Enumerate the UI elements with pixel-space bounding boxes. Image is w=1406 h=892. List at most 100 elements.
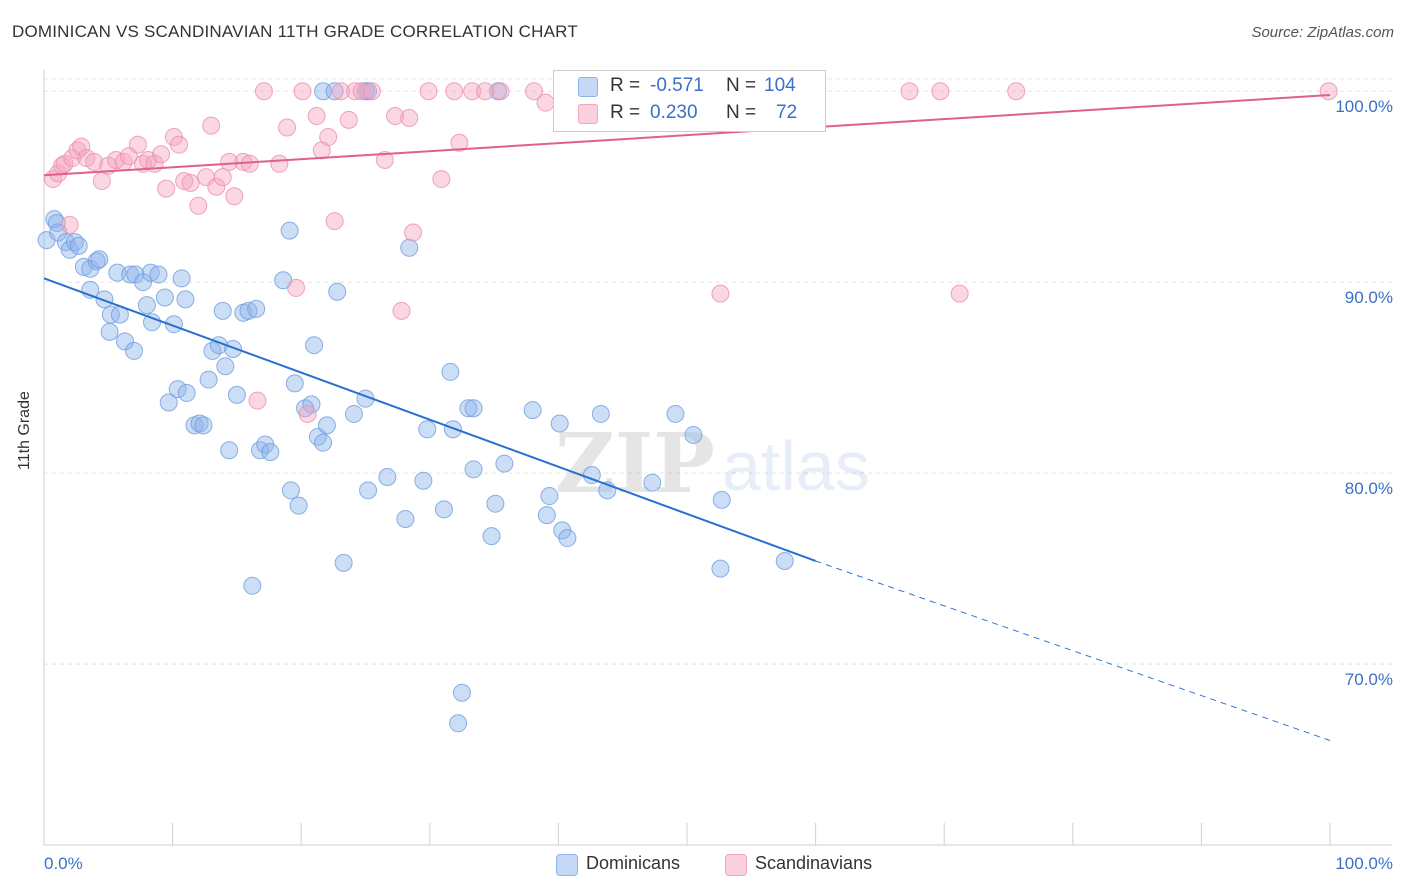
point-scandinavians bbox=[293, 82, 312, 101]
point-scandinavians bbox=[931, 82, 950, 101]
point-scandinavians bbox=[152, 145, 171, 164]
point-scandinavians bbox=[375, 150, 394, 169]
point-dominicans bbox=[359, 481, 378, 500]
point-dominicans bbox=[464, 460, 483, 479]
point-dominicans bbox=[261, 443, 280, 462]
point-dominicans bbox=[666, 404, 685, 423]
point-scandinavians bbox=[287, 278, 306, 297]
point-scandinavians bbox=[445, 82, 464, 101]
point-scandinavians bbox=[339, 110, 358, 129]
stats-swatch-scandinavians bbox=[578, 104, 598, 124]
point-dominicans bbox=[280, 221, 299, 240]
point-dominicans bbox=[495, 454, 514, 473]
stats-box: R = -0.571 N = 104 R = 0.230 N = 72 bbox=[553, 70, 826, 132]
r-label: R = bbox=[610, 102, 641, 123]
legend-swatch-dominicans bbox=[556, 854, 578, 876]
n-value: 72 bbox=[776, 102, 798, 123]
point-scandinavians bbox=[85, 152, 104, 171]
point-dominicans bbox=[69, 236, 88, 255]
point-scandinavians bbox=[392, 301, 411, 320]
point-scandinavians bbox=[278, 118, 297, 137]
point-dominicans bbox=[449, 714, 468, 733]
stats-swatch-dominicans bbox=[578, 77, 598, 97]
trend-line-scandinavians bbox=[43, 94, 1331, 177]
point-scandinavians bbox=[202, 116, 221, 135]
point-scandinavians bbox=[711, 284, 730, 303]
point-dominicans bbox=[550, 414, 569, 433]
r-label: R = bbox=[610, 75, 641, 96]
point-scandinavians bbox=[240, 154, 259, 173]
point-scandinavians bbox=[170, 135, 189, 154]
point-dominicans bbox=[334, 553, 353, 572]
point-dominicans bbox=[344, 404, 363, 423]
point-dominicans bbox=[540, 487, 559, 506]
point-dominicans bbox=[159, 393, 178, 412]
point-dominicans bbox=[126, 265, 145, 284]
point-dominicans bbox=[285, 374, 304, 393]
n-value: 104 bbox=[764, 75, 796, 96]
point-dominicans bbox=[281, 481, 300, 500]
point-dominicans bbox=[359, 82, 378, 101]
point-dominicans bbox=[143, 313, 162, 332]
point-dominicans bbox=[591, 404, 610, 423]
point-scandinavians bbox=[181, 173, 200, 192]
point-scandinavians bbox=[207, 177, 226, 196]
point-dominicans bbox=[239, 301, 258, 320]
point-scandinavians bbox=[254, 82, 273, 101]
x-tick-label: 100.0% bbox=[1335, 854, 1393, 873]
point-dominicans bbox=[194, 416, 213, 435]
point-dominicans bbox=[328, 282, 347, 301]
point-dominicans bbox=[216, 357, 235, 376]
point-dominicans bbox=[684, 425, 703, 444]
point-scandinavians bbox=[900, 82, 919, 101]
r-value: 0.230 bbox=[650, 102, 698, 123]
point-scandinavians bbox=[352, 82, 371, 101]
point-dominicans bbox=[418, 420, 437, 439]
point-scandinavians bbox=[404, 223, 423, 242]
point-scandinavians bbox=[157, 179, 176, 198]
y-tick-label: 80.0% bbox=[1345, 479, 1393, 498]
point-scandinavians bbox=[419, 82, 438, 101]
point-dominicans bbox=[220, 441, 239, 460]
point-dominicans bbox=[443, 420, 462, 439]
source-label: Source: ZipAtlas.com bbox=[1251, 24, 1394, 41]
point-scandinavians bbox=[476, 82, 495, 101]
point-dominicans bbox=[452, 683, 471, 702]
point-dominicans bbox=[305, 336, 324, 355]
point-dominicans bbox=[396, 509, 415, 528]
watermark-atlas: atlas bbox=[722, 427, 870, 505]
point-dominicans bbox=[172, 269, 191, 288]
point-scandinavians bbox=[248, 391, 267, 410]
point-scandinavians bbox=[60, 215, 79, 234]
point-dominicans bbox=[325, 82, 344, 101]
point-scandinavians bbox=[319, 128, 338, 147]
point-dominicans bbox=[227, 385, 246, 404]
point-dominicans bbox=[224, 340, 243, 359]
point-dominicans bbox=[711, 559, 730, 578]
axes bbox=[43, 70, 1392, 846]
trend-line-dominicans-extrapolated bbox=[815, 560, 1331, 741]
point-dominicans bbox=[81, 259, 100, 278]
x-tick-label: 0.0% bbox=[44, 854, 83, 873]
point-dominicans bbox=[125, 341, 144, 360]
point-dominicans bbox=[289, 496, 308, 515]
point-dominicans bbox=[176, 290, 195, 309]
point-scandinavians bbox=[307, 107, 326, 126]
watermark: ZIP atlas bbox=[555, 416, 870, 512]
watermark-zip: ZIP bbox=[555, 416, 715, 512]
point-dominicans bbox=[137, 296, 156, 315]
legend-label: Dominicans bbox=[586, 853, 681, 873]
point-scandinavians bbox=[1007, 82, 1026, 101]
point-scandinavians bbox=[432, 170, 451, 189]
point-dominicans bbox=[314, 433, 333, 452]
point-dominicans bbox=[90, 250, 109, 269]
point-dominicans bbox=[116, 332, 135, 351]
point-scandinavians bbox=[332, 82, 351, 101]
legend-swatch-scandinavians bbox=[725, 854, 747, 876]
point-dominicans bbox=[712, 490, 731, 509]
tick-labels: 70.0% 80.0% 90.0% 100.0% 0.0% 100.0% bbox=[44, 97, 1393, 873]
point-scandinavians bbox=[213, 168, 232, 187]
point-dominicans bbox=[95, 290, 114, 309]
point-scandinavians bbox=[325, 212, 344, 231]
stats-row-scandinavians: R = 0.230 N = 72 bbox=[554, 100, 825, 126]
